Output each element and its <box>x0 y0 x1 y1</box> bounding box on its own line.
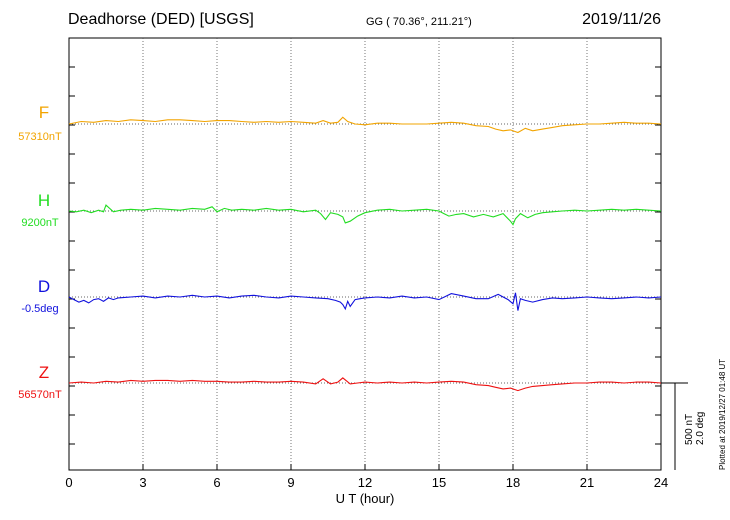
series-lines <box>68 116 662 392</box>
x-tick-label: 21 <box>580 475 594 490</box>
series-line-z <box>68 377 662 392</box>
x-tick-label: 18 <box>506 475 520 490</box>
channel-label-h: H <box>38 191 50 210</box>
channel-label-d: D <box>38 277 50 296</box>
x-tick-label: 9 <box>287 475 294 490</box>
x-tick-label: 24 <box>654 475 668 490</box>
grid <box>69 38 661 470</box>
channel-baseline-d: -0.5deg <box>21 303 58 315</box>
chart-title: Deadhorse (DED) [USGS] <box>68 11 254 28</box>
channel-label-z: Z <box>39 363 49 382</box>
channel-labels: F 57310nT H 9200nT D -0.5deg Z 56570nT <box>18 103 62 401</box>
channel-baseline-h: 9200nT <box>21 217 59 229</box>
series-line-f <box>68 116 662 134</box>
plotted-at-note: Plotted at 2019/12/27 01:48 UT <box>718 359 727 470</box>
series-line-d <box>68 292 662 311</box>
station-coordinates: GG ( 70.36°, 211.21°) <box>366 16 472 28</box>
channel-baseline-f: 57310nT <box>18 131 62 143</box>
x-tick-label: 12 <box>358 475 372 490</box>
scale-bar-nt: 500 nT <box>684 414 695 445</box>
x-tick-label: 15 <box>432 475 446 490</box>
channel-baseline-z: 56570nT <box>18 389 62 401</box>
x-tick-label: 0 <box>65 475 72 490</box>
x-axis-label: U T (hour) <box>336 491 395 506</box>
x-tick-label: 3 <box>139 475 146 490</box>
x-axis: 0 3 6 9 12 15 18 21 24 U T (hour) <box>65 464 668 506</box>
chart-date: 2019/11/26 <box>582 11 661 28</box>
x-tick-label: 6 <box>213 475 220 490</box>
channel-label-f: F <box>39 103 49 122</box>
scale-bar: 500 nT 2.0 deg Plotted at 2019/12/27 01:48… <box>661 359 727 470</box>
scale-bar-deg: 2.0 deg <box>695 412 706 445</box>
series-line-h <box>68 204 662 226</box>
